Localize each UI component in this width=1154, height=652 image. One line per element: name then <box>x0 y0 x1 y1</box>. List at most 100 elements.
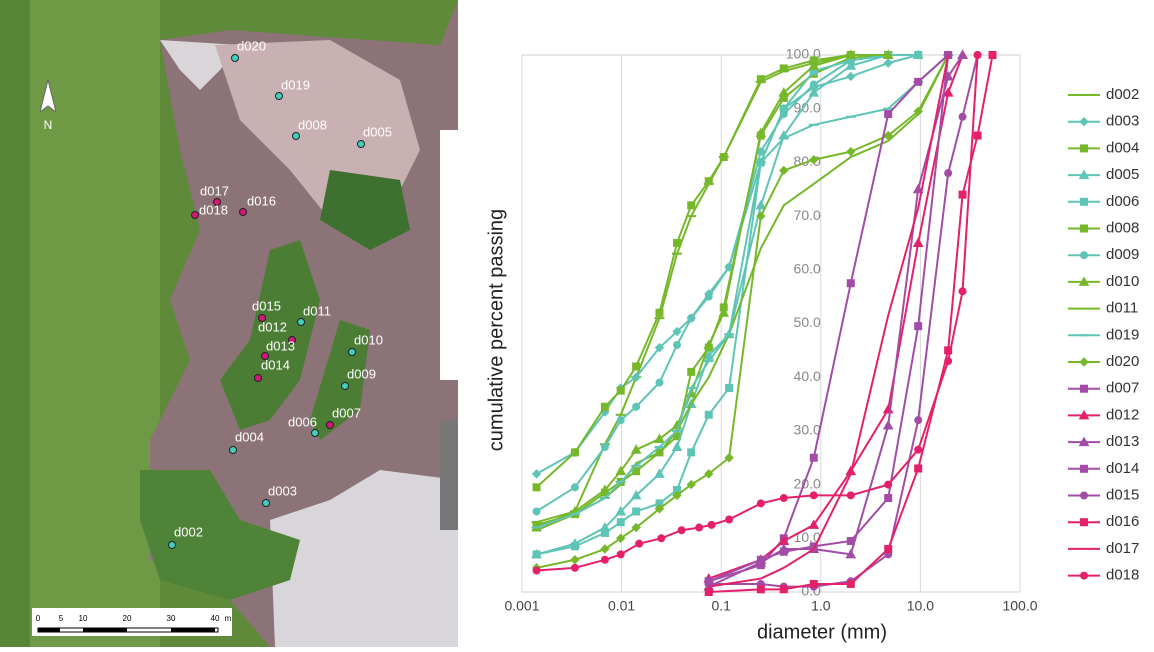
sample-label: d009 <box>347 366 376 381</box>
data-point <box>674 239 681 246</box>
sample-label: d003 <box>268 483 297 498</box>
data-point <box>885 546 892 553</box>
x-tick-label: 0.001 <box>504 598 539 614</box>
data-point <box>757 556 764 563</box>
blank <box>440 130 458 380</box>
data-point <box>705 293 712 300</box>
data-point <box>617 417 624 424</box>
series-line <box>537 55 919 511</box>
sample-label: d012 <box>258 319 287 334</box>
scale-bar <box>38 628 60 632</box>
sample-label: d016 <box>247 193 276 208</box>
data-point <box>726 384 733 391</box>
legend-label: d015 <box>1106 486 1139 503</box>
data-point <box>915 323 922 330</box>
data-point <box>673 443 682 451</box>
data-point <box>884 59 892 67</box>
sample-point <box>263 500 270 507</box>
data-point <box>688 315 695 322</box>
legend-label: d003 <box>1106 113 1139 130</box>
sample-label: d013 <box>266 338 295 353</box>
data-point <box>688 449 695 456</box>
legend-marker <box>1081 225 1088 232</box>
data-point <box>847 580 854 587</box>
sample-point <box>293 133 300 140</box>
legend-label: d008 <box>1106 219 1139 236</box>
data-point <box>678 527 685 534</box>
data-point <box>601 556 608 563</box>
blank <box>440 420 458 530</box>
data-point <box>847 537 854 544</box>
data-point <box>847 148 855 156</box>
data-point <box>885 495 892 502</box>
data-point <box>617 387 624 394</box>
x-tick-label: 0.1 <box>711 598 731 614</box>
scale-label: 40 <box>211 614 220 623</box>
data-point <box>757 76 764 83</box>
y-tick-label: 50.0 <box>794 314 821 330</box>
scale-label: m <box>225 614 232 623</box>
legend-marker <box>1080 118 1088 126</box>
data-point <box>633 363 640 370</box>
scale-label: 0 <box>36 614 41 623</box>
sample-label: d007 <box>332 405 361 420</box>
x-tick-label: 100.0 <box>1002 598 1037 614</box>
data-point <box>656 309 663 316</box>
data-point <box>915 446 922 453</box>
data-point <box>884 421 893 429</box>
sample-label: d008 <box>298 117 327 132</box>
data-point <box>847 492 854 499</box>
north-label: N <box>44 118 53 132</box>
data-point <box>780 548 787 555</box>
data-point <box>601 444 608 451</box>
legend-label: d010 <box>1106 273 1139 290</box>
data-point <box>601 403 608 410</box>
data-point <box>780 166 788 174</box>
data-point <box>533 508 540 515</box>
data-point <box>757 500 764 507</box>
scale-label: 20 <box>123 614 132 623</box>
data-point <box>726 516 733 523</box>
data-point <box>674 341 681 348</box>
data-point <box>720 154 727 161</box>
data-point <box>571 564 578 571</box>
sample-label: d015 <box>252 298 281 313</box>
x-tick-label: 10.0 <box>907 598 934 614</box>
sample-label: d002 <box>174 524 203 539</box>
data-point <box>633 508 640 515</box>
data-point <box>974 52 981 59</box>
data-point <box>656 379 663 386</box>
scale-bar <box>171 628 215 632</box>
sample-point <box>298 319 305 326</box>
x-tick-label: 1.0 <box>811 598 831 614</box>
data-point <box>688 202 695 209</box>
data-point <box>945 170 952 177</box>
legend-label: d009 <box>1106 246 1139 263</box>
legend-marker <box>1081 572 1088 579</box>
page: N diameter (mm) cumulative percent passi… <box>0 0 1154 652</box>
data-point <box>810 81 817 88</box>
series-line <box>709 55 993 592</box>
sample-point <box>240 209 247 216</box>
data-point <box>696 524 703 531</box>
data-point <box>688 368 695 375</box>
sample-point <box>230 447 237 454</box>
legend-marker <box>1081 252 1088 259</box>
y-tick-label: 30.0 <box>794 422 821 438</box>
y-tick-label: 70.0 <box>794 207 821 223</box>
sample-point <box>312 430 319 437</box>
data-point <box>810 454 817 461</box>
legend-label: d016 <box>1106 513 1139 530</box>
sample-label: d020 <box>237 38 266 53</box>
data-point <box>780 495 787 502</box>
data-point <box>810 580 817 587</box>
data-point <box>571 484 578 491</box>
data-point <box>533 567 540 574</box>
legend-label: d005 <box>1106 166 1139 183</box>
data-point <box>533 551 540 558</box>
sample-point <box>342 383 349 390</box>
data-point <box>601 529 608 536</box>
data-point <box>847 72 855 80</box>
legend-marker <box>1081 145 1088 152</box>
data-point <box>571 556 579 564</box>
